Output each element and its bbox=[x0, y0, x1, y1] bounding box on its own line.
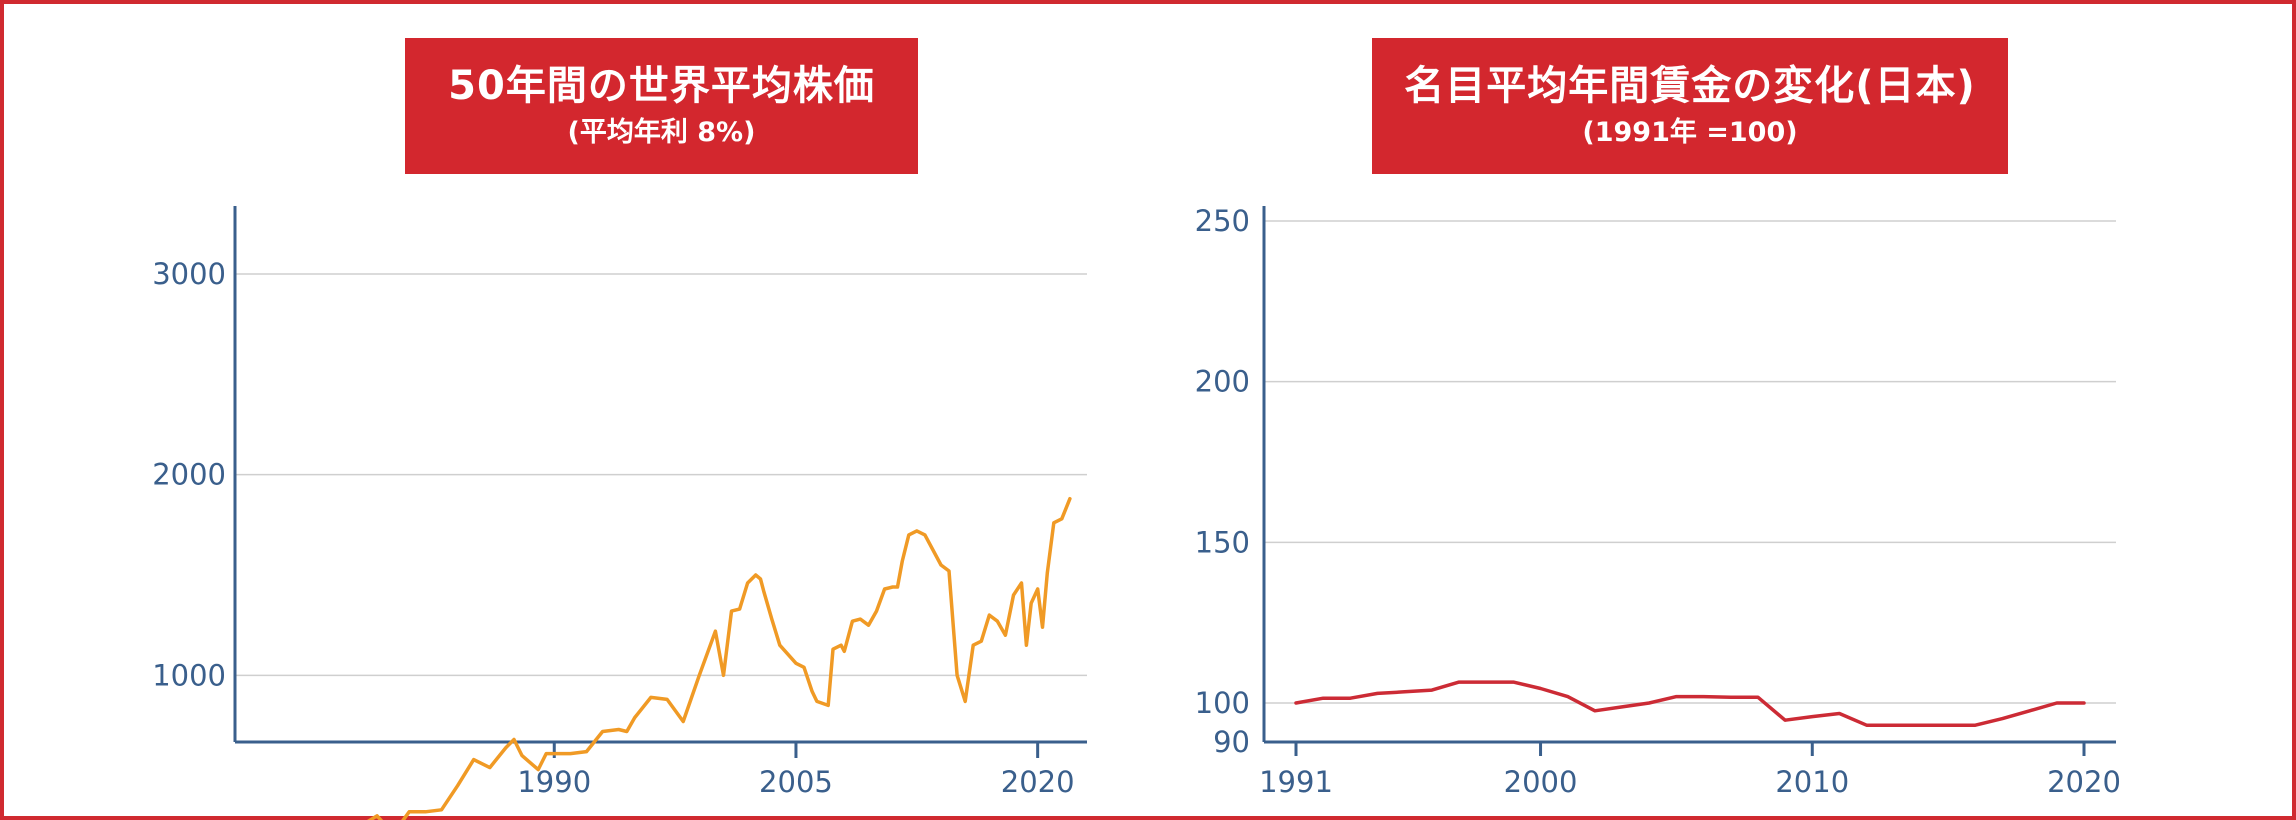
y-tick-label: 3000 bbox=[152, 257, 226, 291]
left-chart-title-box: 50年間の世界平均株価 (平均年利 8%) bbox=[405, 38, 918, 174]
x-tick-label: 1991 bbox=[1259, 765, 1333, 799]
left-chart-title: 50年間の世界平均株価 bbox=[448, 63, 875, 109]
y-tick-label: 90 bbox=[1213, 725, 1250, 759]
x-tick-label: 2000 bbox=[1504, 765, 1578, 799]
x-tick-label: 2020 bbox=[1001, 765, 1075, 799]
right-chart-subtitle: (1991年 =100) bbox=[1582, 117, 1798, 148]
right-chart-title: 名目平均年間賃金の変化(日本) bbox=[1404, 63, 1976, 109]
y-tick-label: 200 bbox=[1195, 365, 1250, 399]
x-tick-label: 2010 bbox=[1775, 765, 1849, 799]
x-tick-label: 2005 bbox=[759, 765, 833, 799]
right-chart-wages: 90 100 150 200 250 1991 2000 2010 2020 bbox=[1195, 204, 2121, 799]
left-chart-subtitle: (平均年利 8%) bbox=[567, 117, 756, 148]
x-tick-label: 2020 bbox=[2047, 765, 2121, 799]
y-tick-label: 2000 bbox=[152, 458, 226, 492]
series-line bbox=[1294, 680, 2086, 727]
y-tick-label: 1000 bbox=[152, 658, 226, 692]
y-tick-label: 150 bbox=[1195, 525, 1250, 559]
y-tick-label: 250 bbox=[1195, 204, 1250, 238]
series-line bbox=[366, 496, 1072, 820]
left-chart-stock-price: 1000 2000 3000 1990 2005 2020 bbox=[152, 206, 1087, 820]
x-tick-label: 1990 bbox=[517, 765, 591, 799]
right-chart-title-box: 名目平均年間賃金の変化(日本) (1991年 =100) bbox=[1372, 38, 2008, 174]
y-tick-label: 100 bbox=[1195, 686, 1250, 720]
